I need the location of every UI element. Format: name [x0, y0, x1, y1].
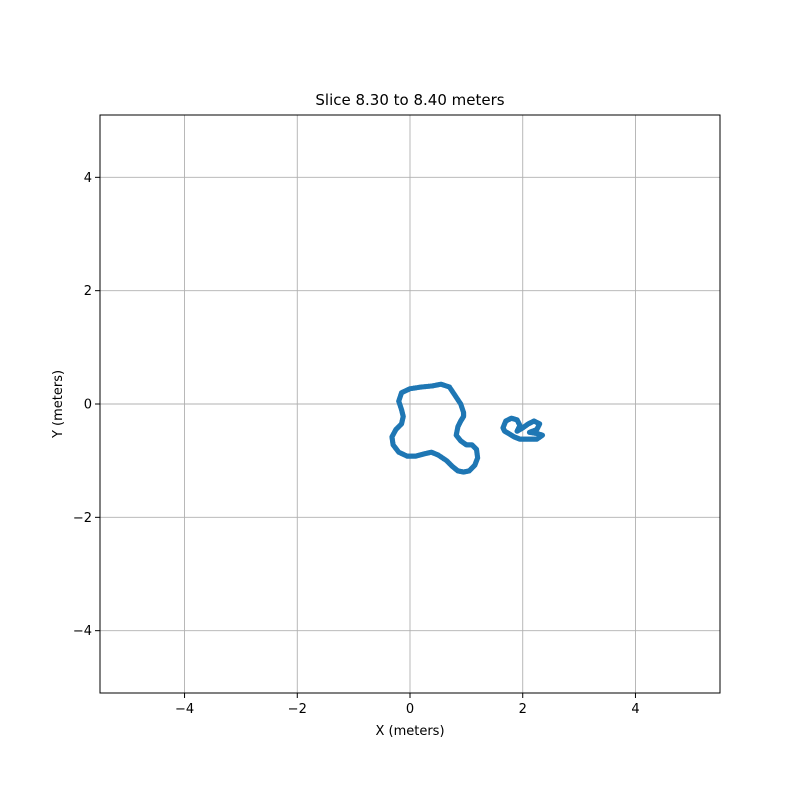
data-point — [399, 408, 405, 414]
x-tick-label: 2 — [519, 702, 527, 717]
x-axis-label: X (meters) — [375, 724, 444, 739]
y-tick-label: −2 — [73, 511, 92, 526]
chart-title: Slice 8.30 to 8.40 meters — [315, 91, 504, 109]
x-tick-label: −2 — [288, 702, 307, 717]
x-tick-label: 4 — [631, 702, 639, 717]
x-tick-label: −4 — [175, 702, 194, 717]
y-tick-label: 0 — [84, 398, 92, 413]
x-axis-ticks: −4 −2 0 2 4 — [175, 693, 640, 717]
y-axis-ticks: −4 −2 0 2 4 — [73, 171, 100, 639]
y-tick-label: 2 — [84, 284, 92, 299]
data-points — [389, 381, 546, 475]
y-tick-label: 4 — [84, 171, 92, 186]
x-tick-label: 0 — [406, 702, 414, 717]
plot-area — [99, 114, 721, 694]
data-point — [500, 425, 506, 431]
y-axis-label: Y (meters) — [51, 370, 66, 439]
y-tick-label: −4 — [73, 624, 92, 639]
y-gridlines — [100, 176, 720, 632]
